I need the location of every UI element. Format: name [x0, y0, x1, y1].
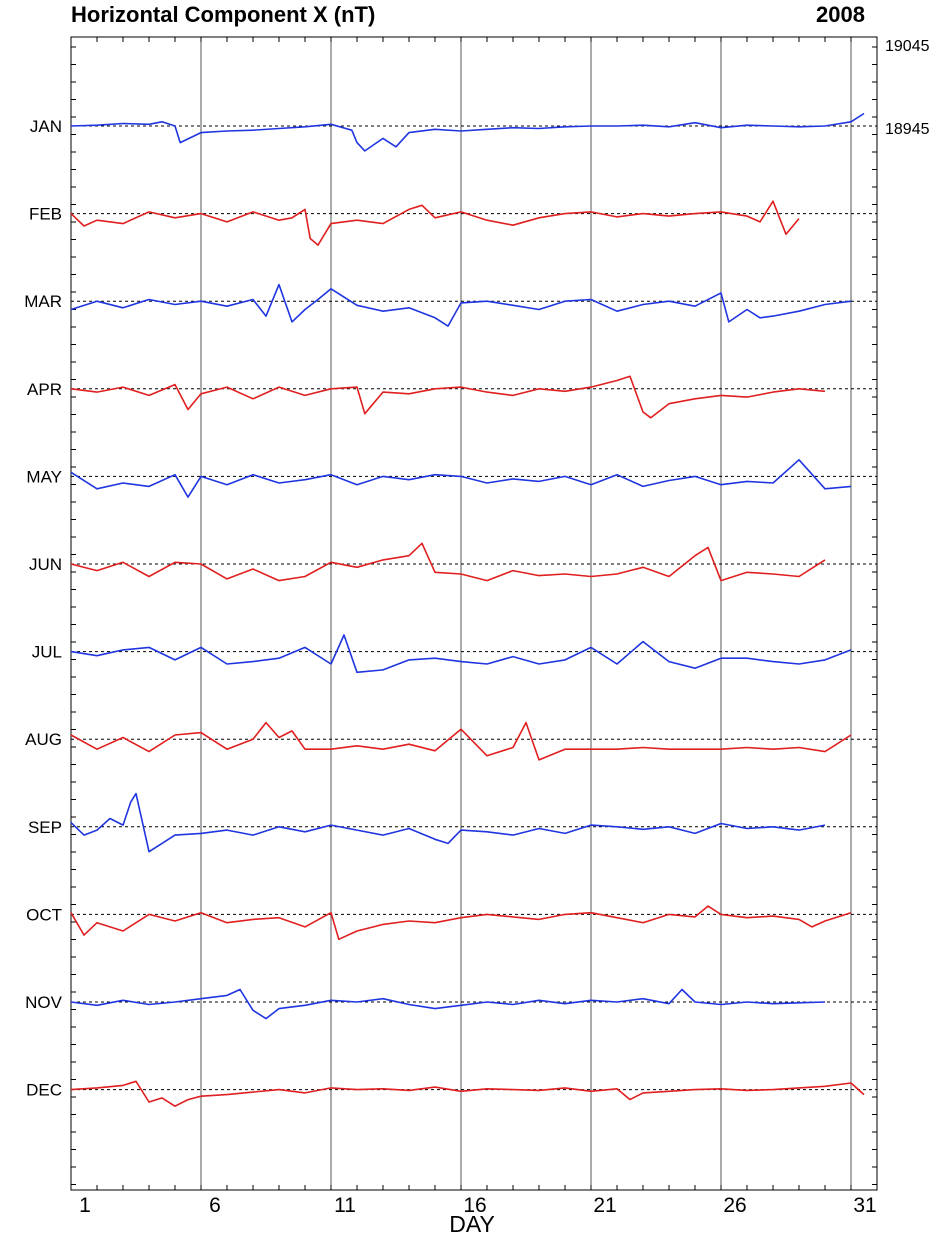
month-label-jan: JAN [30, 117, 62, 136]
series-line-may [70, 458, 852, 498]
scale-label-bottom: 18945 [885, 121, 930, 138]
month-label-apr: APR [27, 380, 62, 399]
series-line-nov [70, 988, 826, 1020]
series-layer [70, 112, 865, 1107]
x-tick-label: 21 [593, 1194, 616, 1217]
series-line-aug [70, 721, 852, 761]
plot-frame [70, 36, 878, 1191]
series-line-dec [70, 1080, 865, 1107]
series-line-mar [70, 283, 852, 327]
month-label-feb: FEB [29, 205, 62, 224]
chart-title: Horizontal Component X (nT) [71, 2, 376, 27]
x-tick-label: 31 [853, 1194, 876, 1217]
baselines [71, 125, 877, 1091]
x-axis-title: DAY [449, 1211, 495, 1237]
minor-ticks [70, 37, 878, 1190]
x-tick-label: 6 [209, 1194, 221, 1217]
x-tick-label: 26 [723, 1194, 746, 1217]
month-label-may: MAY [26, 467, 62, 486]
month-label-jun: JUN [29, 555, 62, 574]
month-label-sep: SEP [28, 818, 62, 837]
series-line-jul [70, 634, 852, 674]
x-tick-label: 11 [334, 1194, 356, 1217]
grid-layer [200, 37, 852, 1190]
series-line-sep [70, 792, 826, 853]
chart-year: 2008 [816, 2, 865, 27]
x-tick-label: 1 [79, 1194, 91, 1217]
scale-label-top: 19045 [885, 38, 930, 55]
month-label-mar: MAR [24, 292, 62, 311]
month-label-dec: DEC [26, 1081, 62, 1100]
x-tick-labels: 1 6 11 16 21 26 31 [79, 1194, 877, 1217]
month-label-jul: JUL [32, 643, 62, 662]
series-line-feb [70, 200, 800, 246]
month-label-nov: NOV [25, 993, 63, 1012]
month-label-aug: AUG [25, 730, 62, 749]
series-line-apr [70, 375, 826, 419]
series-line-jun [70, 542, 826, 582]
series-line-jan [70, 112, 865, 152]
month-label-oct: OCT [26, 905, 62, 924]
series-line-oct [70, 905, 852, 941]
x-tick-label: 16 [463, 1194, 486, 1217]
month-labels: JAN FEB MAR APR MAY JUN JUL AUG SEP OCT NOV DEC [24, 117, 62, 1100]
